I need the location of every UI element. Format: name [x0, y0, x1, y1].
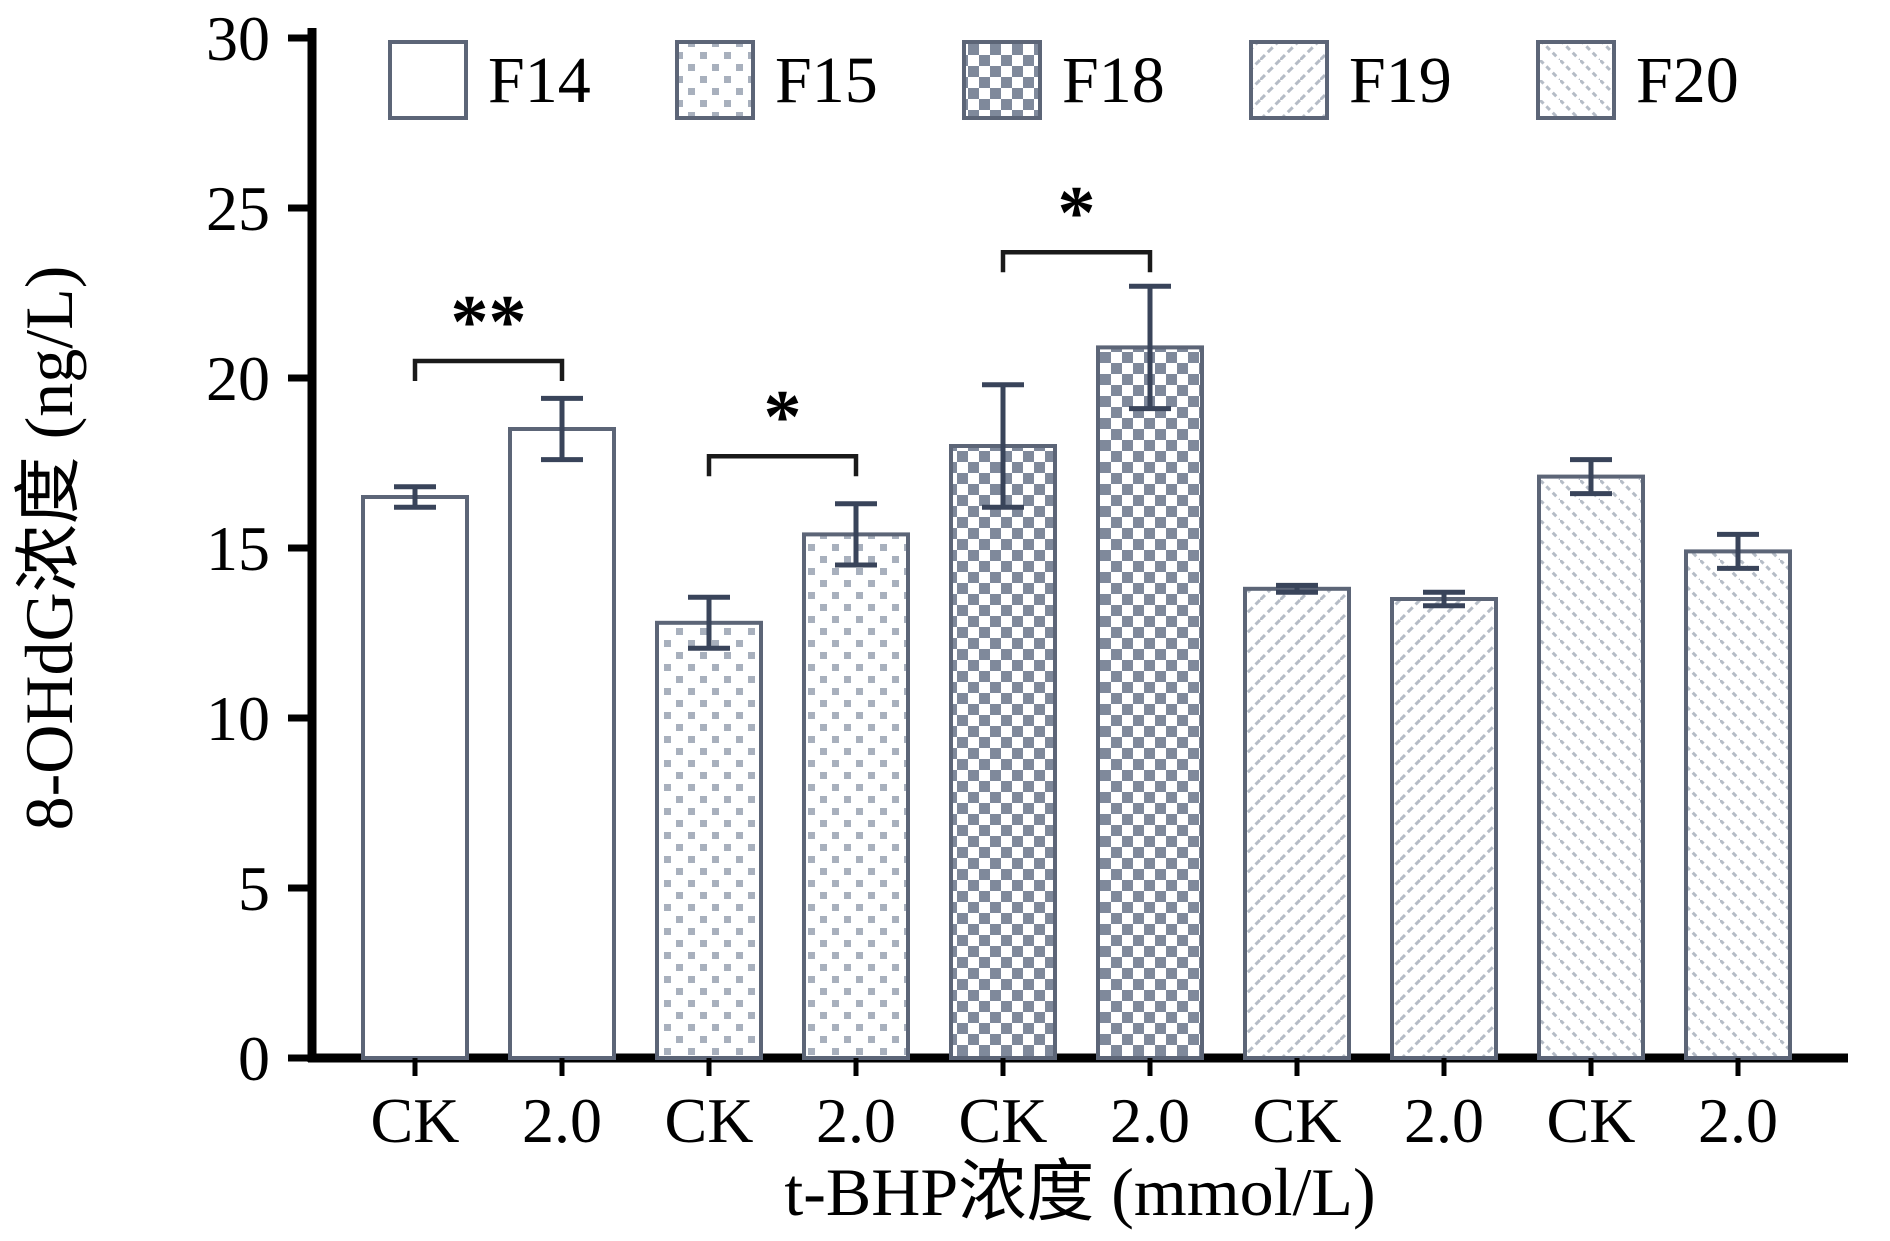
legend-swatch-F18 — [962, 40, 1042, 120]
error-bar-F20-2.0 — [1717, 531, 1759, 571]
bar-F19-CK — [1243, 586, 1351, 1060]
legend-label-F20: F20 — [1636, 44, 1739, 117]
legend-label-F18: F18 — [1062, 44, 1165, 117]
legend-item-F19: F19 — [1249, 40, 1452, 120]
bar-F14-CK — [361, 495, 469, 1060]
y-tick-label-15: 15 — [206, 513, 270, 584]
error-bar-F15-CK — [688, 594, 730, 651]
bar-F18-CK — [949, 444, 1057, 1060]
y-axis-title: 8-OHdG浓度 (ng/L) — [11, 266, 87, 831]
legend-label-F19: F19 — [1349, 44, 1452, 117]
x-tick-label-F15-2.0: 2.0 — [816, 1085, 896, 1156]
x-tick-label-F15-CK: CK — [665, 1085, 754, 1156]
y-tick-label-25: 25 — [206, 173, 270, 244]
legend-label-F15: F15 — [775, 44, 878, 117]
x-tick-label-F19-2.0: 2.0 — [1404, 1085, 1484, 1156]
legend-swatch-F20 — [1536, 40, 1616, 120]
x-tick-label-F14-2.0: 2.0 — [522, 1085, 602, 1156]
error-bar-F15-2.0 — [835, 501, 877, 568]
legend-item-F15: F15 — [675, 40, 878, 120]
error-bar-F18-2.0 — [1129, 283, 1171, 412]
y-tick-label-30: 30 — [206, 3, 270, 74]
legend-swatch-F15 — [675, 40, 755, 120]
x-axis-title: t-BHP浓度 (mmol/L) — [784, 1154, 1375, 1230]
legend-item-F14: F14 — [388, 40, 591, 120]
bar-F19-2.0 — [1390, 597, 1498, 1060]
legend-swatch-F14 — [388, 40, 468, 120]
bar-F15-CK — [655, 620, 763, 1060]
y-tick-label-20: 20 — [206, 343, 270, 414]
significance-label-F15: * — [764, 375, 802, 459]
x-tick-label-F14-CK: CK — [371, 1085, 460, 1156]
significance-bracket-F18 — [1000, 249, 1153, 273]
significance-bracket-F15 — [706, 453, 859, 477]
significance-label-F18: * — [1058, 171, 1096, 255]
significance-label-F14: ** — [451, 280, 527, 364]
error-bar-F19-2.0 — [1423, 589, 1465, 609]
legend-item-F18: F18 — [962, 40, 1165, 120]
bar-F18-2.0 — [1096, 345, 1204, 1060]
bar-F15-2.0 — [802, 532, 910, 1060]
legend-swatch-F19 — [1249, 40, 1329, 120]
error-bar-F14-CK — [394, 484, 436, 510]
x-tick-label-F18-CK: CK — [959, 1085, 1048, 1156]
legend-item-F20: F20 — [1536, 40, 1739, 120]
x-tick-label-F20-CK: CK — [1547, 1085, 1636, 1156]
bar-F14-2.0 — [508, 427, 616, 1060]
error-bar-F19-CK — [1276, 582, 1318, 595]
y-tick-label-5: 5 — [238, 853, 270, 924]
significance-bracket-F14 — [412, 358, 565, 381]
error-bar-F18-CK — [982, 382, 1024, 510]
error-bar-F14-2.0 — [541, 395, 583, 463]
x-tick-label-F20-2.0: 2.0 — [1698, 1085, 1778, 1156]
bar-F20-2.0 — [1684, 549, 1792, 1061]
x-tick-label-F19-CK: CK — [1253, 1085, 1342, 1156]
y-tick-label-0: 0 — [238, 1023, 270, 1094]
x-tick-label-F18-2.0: 2.0 — [1110, 1085, 1190, 1156]
y-tick-label-10: 10 — [206, 683, 270, 754]
legend-label-F14: F14 — [488, 44, 591, 117]
bar-F20-CK — [1537, 474, 1645, 1061]
error-bar-F20-CK — [1570, 457, 1612, 497]
